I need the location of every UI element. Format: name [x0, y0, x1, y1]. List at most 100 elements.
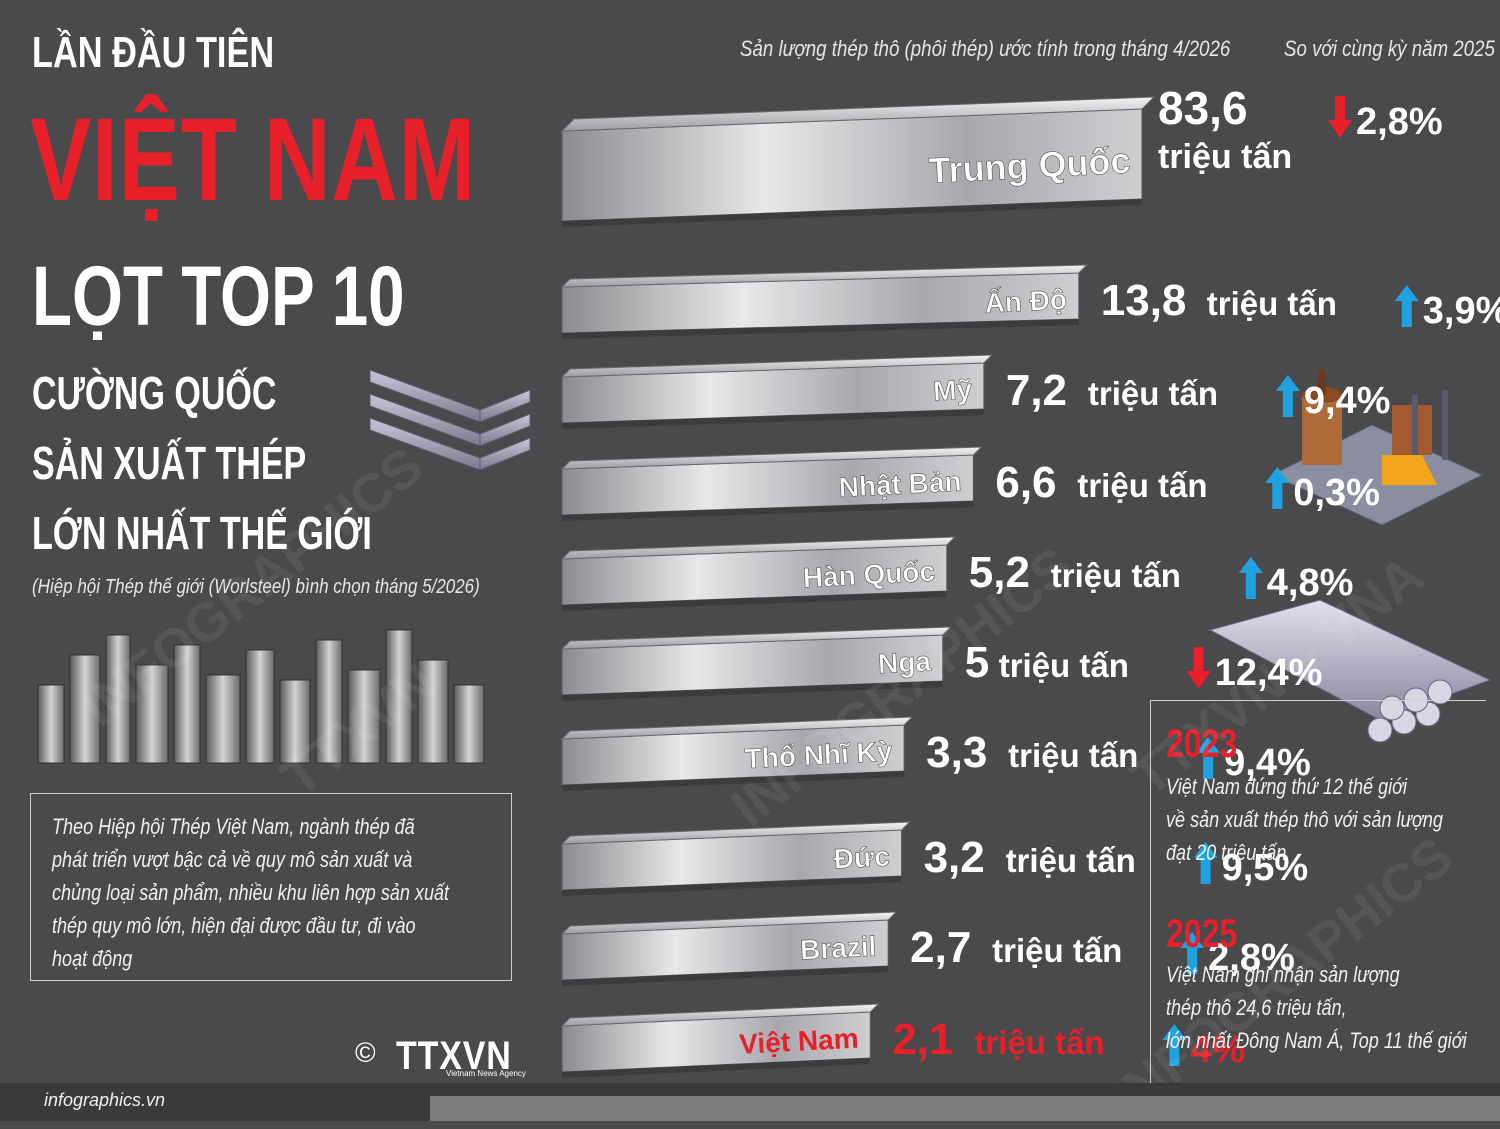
copyright-icon: ©: [355, 1037, 376, 1068]
arrow-up-icon: [1180, 932, 1205, 974]
logo-subtitle: Vietnam News Agency: [446, 1069, 526, 1078]
value-label: 5: [965, 638, 989, 687]
bar-flange: [560, 911, 898, 935]
footer-accent-bar: [430, 1096, 1500, 1121]
note-2025-text: Việt Nam ghi nhận sản lượng thép thô 24,…: [1166, 958, 1500, 1057]
subtitle-line-2: SẢN XUẤT THÉP: [32, 437, 307, 489]
subtitle-line-3: LỚN NHẤT THẾ GIỚI: [32, 507, 372, 559]
unit-label: triệu tấn: [1158, 138, 1292, 176]
value-label: 13,8: [1101, 276, 1187, 325]
change-label: 9,4%: [1304, 380, 1391, 422]
note-year-2023: 2023: [1166, 722, 1238, 766]
value-label: 6,6: [995, 458, 1056, 507]
subtitle-line-1: CƯỜNG QUỐC: [32, 367, 277, 419]
category-label: Việt Nam: [738, 1023, 859, 1060]
info-text: Theo Hiệp hội Thép Việt Nam, ngành thép …: [52, 810, 478, 975]
unit-label: triệu tấn: [1051, 557, 1181, 594]
unit-label: triệu tấn: [1207, 285, 1337, 322]
info-line: thép quy mô lớn, hiện đại được đầu tư, đ…: [52, 913, 416, 938]
unit-label: triệu tấn: [974, 1024, 1104, 1061]
arrow-down-icon: [1328, 96, 1352, 138]
unit-label: triệu tấn: [992, 932, 1122, 969]
note-2023-text: Việt Nam đứng thứ 12 thế giới về sản xuấ…: [1166, 770, 1500, 869]
bar-shadow: [562, 681, 943, 701]
info-line: hoạt động: [52, 946, 133, 971]
unit-label: triệu tấn: [1077, 467, 1207, 504]
column-header-production: Sản lượng thép thô (phôi thép) ước tính …: [740, 36, 1231, 61]
bar-flange: [560, 96, 1156, 132]
unit-label: triệu tấn: [1088, 375, 1218, 412]
change-label: 3,9%: [1423, 290, 1500, 332]
category-label: Đức: [833, 841, 891, 875]
note-line: Việt Nam ghi nhận sản lượng: [1166, 962, 1400, 987]
bar-shadow: [562, 966, 889, 986]
source-note: (Hiệp hội Thép thế giới (Worlsteel) bình…: [32, 576, 480, 598]
bar-shadow: [562, 199, 1142, 227]
ttxvn-logo: TTXVN: [396, 1034, 512, 1078]
change-label: 9,4%: [1224, 742, 1311, 784]
value-label: 3,2: [924, 833, 985, 882]
category-label: Mỹ: [932, 374, 973, 407]
arrow-up-icon: [1238, 557, 1263, 599]
steel-beams-stack-illustration: [369, 369, 531, 471]
column-header-compare: So với cùng kỳ năm 2025: [1284, 36, 1495, 61]
bar-flange: [560, 821, 911, 845]
change-label: 9,5%: [1222, 847, 1309, 889]
bar-shadow: [562, 771, 905, 791]
arrow-up-icon: [1275, 375, 1300, 417]
arrow-up-icon: [1193, 842, 1218, 884]
site-url: infographics.vn: [44, 1090, 166, 1110]
category-label: Hàn Quốc: [802, 556, 936, 594]
bar-shadow: [562, 319, 1079, 339]
bar-shadow: [562, 876, 902, 896]
bar-flange: [560, 264, 1089, 288]
change-label: 4%: [1190, 1029, 1245, 1071]
note-year-2025: 2025: [1166, 912, 1238, 956]
bar-shadow: [562, 501, 974, 521]
change-label: 12,4%: [1215, 652, 1323, 694]
bar-flange: [560, 716, 914, 740]
note-line: lớn nhất Đông Nam Á, Top 11 thế giới: [1166, 1028, 1467, 1053]
arrow-up-icon: [1265, 467, 1290, 509]
value-label: 7,2: [1006, 366, 1067, 415]
bar-shadow: [562, 1058, 871, 1078]
note-line: thép thô 24,6 triệu tấn,: [1166, 995, 1347, 1020]
change-label: 2,8%: [1356, 101, 1443, 143]
info-line: phát triển vượt bậc cả về quy mô sản xuấ…: [52, 847, 413, 872]
category-label: Nhật Bản: [838, 466, 962, 503]
note-line: đạt 20 triệu tấn: [1166, 840, 1287, 865]
bar-flange: [560, 1003, 880, 1027]
bar-flange: [560, 446, 983, 470]
category-label: Nga: [877, 646, 932, 680]
category-label: Brazil: [799, 931, 877, 966]
unit-label: triệu tấn: [1008, 737, 1138, 774]
unit-label: triệu tấn: [999, 647, 1129, 684]
steel-profiles-illustration: [37, 629, 485, 764]
info-line: Theo Hiệp hội Thép Việt Nam, ngành thép …: [52, 814, 415, 839]
steel-plant-illustration: [1270, 370, 1484, 525]
bar-shadow: [562, 409, 984, 429]
title-top10: LỌT TOP 10: [32, 249, 405, 343]
note-line: Việt Nam đứng thứ 12 thế giới: [1166, 774, 1408, 799]
unit-label: triệu tấn: [1006, 842, 1136, 879]
bar-flange: [560, 354, 994, 378]
change-label: 2,8%: [1208, 937, 1295, 979]
value-label: 2,7: [910, 923, 971, 972]
value-label: 3,3: [926, 728, 987, 777]
value-label: 5,2: [969, 548, 1030, 597]
note-line: về sản xuất thép thô với sản lượng: [1166, 807, 1443, 832]
change-label: 4,8%: [1267, 562, 1354, 604]
steel-pipes-illustration: [1208, 599, 1492, 743]
bar-shadow: [562, 591, 947, 611]
title-main: VIỆT NAM: [30, 94, 477, 226]
bar-flange: [560, 536, 957, 560]
arrow-up-icon: [1394, 285, 1419, 327]
change-label: 0,3%: [1293, 472, 1380, 514]
category-label: Thổ Nhĩ Kỳ: [744, 736, 894, 775]
info-box-frame: [30, 793, 512, 981]
arrow-up-icon: [1196, 737, 1221, 779]
value-label: 2,1: [892, 1015, 953, 1064]
category-label: Ấn Độ: [984, 284, 1068, 319]
bar-flange: [560, 626, 952, 650]
title-small: LẦN ĐẦU TIÊN: [32, 28, 275, 77]
